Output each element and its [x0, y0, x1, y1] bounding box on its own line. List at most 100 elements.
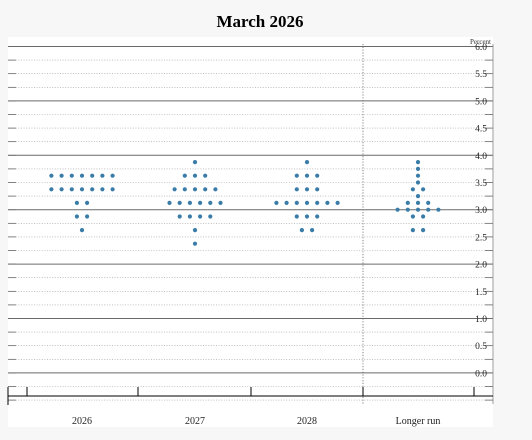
- dot-2027: [167, 200, 172, 205]
- dot-2026: [74, 214, 79, 219]
- x-tick-label: Longer run: [396, 416, 441, 427]
- dot-2028: [304, 173, 310, 178]
- dot-longer-run: [426, 200, 431, 205]
- dot-2028: [335, 200, 340, 205]
- dot-2027: [182, 187, 187, 192]
- dot-longer-run: [415, 194, 421, 199]
- y-tick-label: 3.0: [475, 206, 487, 216]
- chart-title: March 2026: [216, 12, 303, 31]
- dot-longer-run: [426, 207, 431, 212]
- dot-2027: [198, 200, 203, 205]
- y-tick-labels: 6.0 5.5 5.0 4.5 4.0 3.5 3.0 2.5 2.0 1.5 1.0 0.5 0.0: [475, 43, 487, 379]
- dot-2026: [100, 187, 105, 192]
- dot-2026: [90, 187, 95, 192]
- y-tick-label: 3.5: [475, 179, 487, 189]
- y-tick-label: 1.5: [475, 288, 487, 298]
- dot-longer-run: [410, 187, 415, 192]
- dot-2026: [74, 200, 79, 205]
- dot-2028: [284, 200, 289, 205]
- y-tick-label: 5.5: [475, 70, 487, 80]
- dot-2026: [110, 173, 115, 178]
- dot-longer-run: [421, 228, 426, 233]
- dot-2026: [59, 173, 64, 178]
- y-tick-label: 5.0: [475, 97, 487, 107]
- dot-2027: [192, 173, 198, 178]
- dot-2026: [79, 187, 85, 192]
- x-tick-labels: 2026 2027 2028 Longer run: [72, 416, 440, 427]
- dot-longer-run: [415, 166, 421, 171]
- dot-2028: [315, 214, 320, 219]
- dots: [49, 160, 441, 246]
- y-tick-label: 4.5: [475, 125, 487, 135]
- y-tick-label: 4.0: [475, 152, 487, 162]
- dot-2028: [304, 160, 310, 165]
- dot-2027: [213, 187, 218, 192]
- dot-longer-run: [405, 207, 410, 212]
- dot-2028: [294, 200, 299, 205]
- y-tick-label: 0.5: [475, 342, 487, 352]
- dot-2027: [172, 187, 177, 192]
- dot-2026: [79, 228, 85, 233]
- dot-2026: [85, 214, 90, 219]
- y-tick-label: 0.0: [475, 369, 487, 379]
- dot-2028: [294, 214, 299, 219]
- dot-2026: [49, 173, 54, 178]
- dot-2028: [315, 200, 320, 205]
- dot-2028: [304, 187, 310, 192]
- dot-2027: [192, 187, 198, 192]
- dot-longer-run: [421, 214, 426, 219]
- dot-2027: [192, 160, 198, 165]
- dot-2028: [304, 200, 310, 205]
- unit-label: Percent: [470, 38, 491, 46]
- y-tick-label: 2.0: [475, 261, 487, 271]
- grid-lines: [8, 44, 494, 404]
- y-tick-label: 2.5: [475, 233, 487, 243]
- dot-2026: [69, 187, 74, 192]
- dot-2028: [294, 187, 299, 192]
- dot-2028: [304, 214, 310, 219]
- y-tick-label: 6.0: [475, 43, 487, 53]
- dot-2026: [49, 187, 54, 192]
- dot-2027: [203, 187, 208, 192]
- dot-2026: [110, 187, 115, 192]
- dot-2027: [187, 214, 192, 219]
- x-tick-label: 2028: [297, 416, 317, 427]
- dot-2026: [79, 173, 85, 178]
- dot-longer-run: [395, 207, 400, 212]
- x-tick-label: 2026: [72, 416, 92, 427]
- dot-2027: [177, 200, 182, 205]
- dot-2028: [310, 228, 315, 233]
- dot-longer-run: [415, 200, 421, 205]
- dot-2027: [218, 200, 223, 205]
- dot-2028: [315, 173, 320, 178]
- dot-2027: [182, 173, 187, 178]
- dot-2027: [198, 214, 203, 219]
- dot-2027: [187, 200, 192, 205]
- dot-2026: [90, 173, 95, 178]
- dot-2026: [69, 173, 74, 178]
- dot-2027: [208, 214, 213, 219]
- dot-2027: [208, 200, 213, 205]
- dot-longer-run: [410, 228, 415, 233]
- dot-2028: [274, 200, 279, 205]
- dot-longer-run: [410, 214, 415, 219]
- x-axis: [7, 387, 493, 405]
- dot-longer-run: [415, 180, 421, 185]
- dot-longer-run: [421, 187, 426, 192]
- dot-2027: [203, 173, 208, 178]
- x-tick-label: 2027: [185, 416, 205, 427]
- dot-2026: [85, 200, 90, 205]
- dot-2027: [177, 214, 182, 219]
- dot-2026: [100, 173, 105, 178]
- dot-2028: [315, 187, 320, 192]
- y-tick-label: 1.0: [475, 315, 487, 325]
- dot-2026: [59, 187, 64, 192]
- dot-longer-run: [415, 160, 421, 165]
- plot-background: [8, 37, 493, 427]
- dot-2028: [325, 200, 330, 205]
- dot-longer-run: [415, 173, 421, 178]
- dot-2027: [192, 241, 198, 246]
- dot-longer-run: [405, 200, 410, 205]
- dot-2027: [192, 228, 198, 233]
